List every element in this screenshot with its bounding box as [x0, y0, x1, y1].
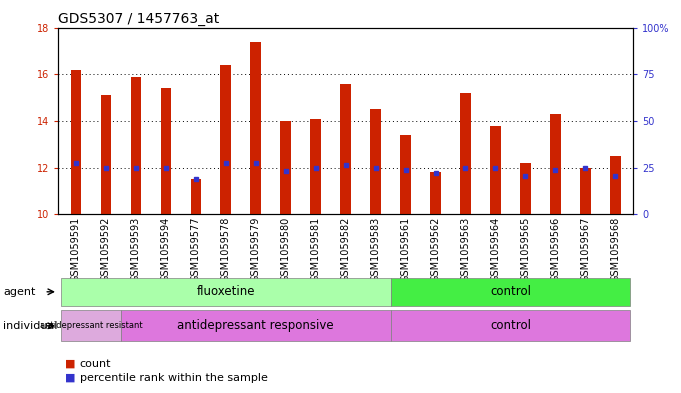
Text: percentile rank within the sample: percentile rank within the sample [80, 373, 268, 383]
Bar [131, 77, 141, 214]
Text: agent: agent [3, 287, 36, 297]
Text: antidepressant responsive: antidepressant responsive [177, 319, 334, 332]
Bar [550, 114, 560, 214]
Bar [71, 70, 81, 214]
Bar [391, 277, 631, 306]
Bar [370, 109, 381, 214]
Text: individual: individual [3, 321, 58, 331]
Bar [121, 310, 391, 341]
Bar [281, 121, 291, 214]
Text: control: control [490, 319, 531, 332]
Bar [391, 310, 631, 341]
Bar [340, 84, 351, 214]
Text: ■: ■ [65, 358, 75, 369]
Text: GDS5307 / 1457763_at: GDS5307 / 1457763_at [58, 12, 219, 26]
Bar [610, 156, 620, 214]
Bar [61, 310, 121, 341]
Text: fluoxetine: fluoxetine [197, 285, 255, 298]
Bar [460, 93, 471, 214]
Bar [430, 172, 441, 214]
Bar [61, 277, 391, 306]
Text: antidepressant resistant: antidepressant resistant [39, 321, 142, 330]
Bar [580, 167, 590, 214]
Text: control: control [490, 285, 531, 298]
Bar [400, 135, 411, 214]
Text: count: count [80, 358, 111, 369]
Bar [311, 119, 321, 214]
Bar [221, 65, 231, 214]
Bar [251, 42, 261, 214]
Text: ■: ■ [65, 373, 75, 383]
Bar [191, 179, 201, 214]
Bar [161, 88, 171, 214]
Bar [101, 95, 111, 214]
Bar [520, 163, 530, 214]
Bar [490, 125, 501, 214]
